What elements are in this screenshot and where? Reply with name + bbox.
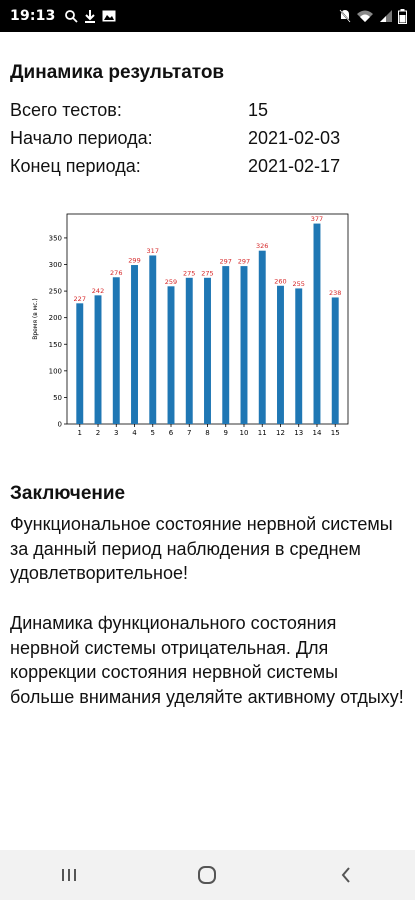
summary-value: 15 (248, 99, 269, 120)
data-label: 377 (311, 215, 323, 223)
y-tick-label: 150 (49, 341, 62, 349)
x-tick-label: 2 (96, 429, 100, 437)
wifi-icon (357, 10, 373, 22)
x-tick-label: 8 (205, 429, 209, 437)
back-icon (341, 867, 350, 883)
data-label: 297 (220, 258, 232, 266)
home-button[interactable] (177, 855, 237, 895)
x-tick-label: 11 (258, 429, 267, 437)
x-tick-label: 10 (240, 429, 249, 437)
bar-5 (149, 255, 157, 424)
conclusion-text-2: Динамика функционального состояния нервн… (10, 613, 404, 707)
recent-apps-icon (62, 869, 77, 881)
bar-7 (185, 277, 193, 424)
data-label: 326 (256, 242, 268, 250)
summary-title: Динамика результатов (10, 62, 225, 83)
y-axis-label: Время (в мс.) (32, 298, 39, 340)
data-label: 238 (329, 289, 341, 297)
bar-10 (240, 266, 248, 424)
data-label: 297 (238, 258, 250, 266)
bar-8 (204, 277, 211, 424)
summary-row-start: Начало периода: 2021-02-03 (10, 124, 405, 152)
y-tick-label: 0 (58, 421, 62, 429)
bar-2 (94, 295, 102, 424)
x-tick-label: 4 (132, 429, 137, 437)
data-label: 275 (201, 269, 213, 277)
summary-label: Начало периода: (10, 127, 153, 148)
y-tick-label: 300 (49, 261, 62, 269)
summary-section: Динамика результатов Всего тестов: 15 На… (10, 56, 405, 180)
y-tick-label: 250 (49, 288, 62, 296)
bar-1 (76, 303, 84, 424)
y-tick-label: 350 (49, 234, 62, 242)
bar-12 (277, 285, 284, 424)
search-notification-icon (64, 10, 78, 23)
x-tick-label: 7 (187, 429, 191, 437)
data-label: 299 (128, 257, 140, 265)
bar-9 (222, 266, 230, 424)
summary-label: Конец периода: (10, 155, 141, 176)
x-tick-label: 12 (276, 429, 285, 437)
x-tick-label: 3 (114, 429, 118, 437)
summary-row-total: Всего тестов: 15 (10, 96, 405, 124)
y-tick-label: 50 (53, 394, 62, 402)
x-tick-label: 6 (169, 429, 174, 437)
data-label: 275 (183, 269, 195, 277)
bar-3 (112, 277, 120, 424)
status-bar: 19:13 (0, 0, 415, 32)
summary-label: Всего тестов: (10, 99, 122, 120)
x-tick-label: 9 (224, 429, 228, 437)
navigation-bar (0, 850, 415, 900)
home-icon (198, 866, 217, 884)
bar-11 (258, 250, 266, 424)
conclusion-title: Заключение (10, 483, 126, 504)
summary-row-end: Конец периода: 2021-02-17 (10, 152, 405, 180)
bar-4 (131, 265, 138, 424)
x-tick-label: 13 (294, 429, 303, 437)
data-label: 276 (110, 269, 122, 277)
signal-icon (380, 10, 392, 22)
status-time: 19:13 (10, 8, 56, 24)
bar-6 (167, 286, 175, 424)
battery-icon (398, 8, 407, 24)
y-tick-label: 100 (49, 367, 62, 375)
bar-15 (331, 297, 339, 424)
x-tick-label: 14 (313, 429, 322, 437)
bar-14 (313, 223, 321, 424)
download-icon (84, 10, 95, 23)
image-icon (102, 10, 116, 22)
x-tick-label: 15 (331, 429, 340, 437)
summary-value: 2021-02-03 (248, 127, 341, 148)
mute-icon (339, 9, 351, 23)
x-tick-label: 5 (151, 429, 155, 437)
summary-value: 2021-02-17 (248, 155, 341, 176)
bar-13 (295, 288, 303, 424)
y-tick-label: 200 (49, 314, 62, 322)
data-label: 227 (74, 295, 86, 303)
conclusion-text-1: Функциональное состояние нервной системы… (10, 514, 393, 583)
data-label: 259 (165, 278, 177, 286)
x-tick-label: 1 (78, 429, 82, 437)
recent-apps-button[interactable] (39, 855, 99, 895)
back-button[interactable] (316, 855, 376, 895)
data-label: 255 (293, 280, 305, 288)
data-label: 242 (92, 287, 104, 295)
data-label: 260 (274, 277, 286, 285)
data-label: 317 (147, 247, 159, 255)
